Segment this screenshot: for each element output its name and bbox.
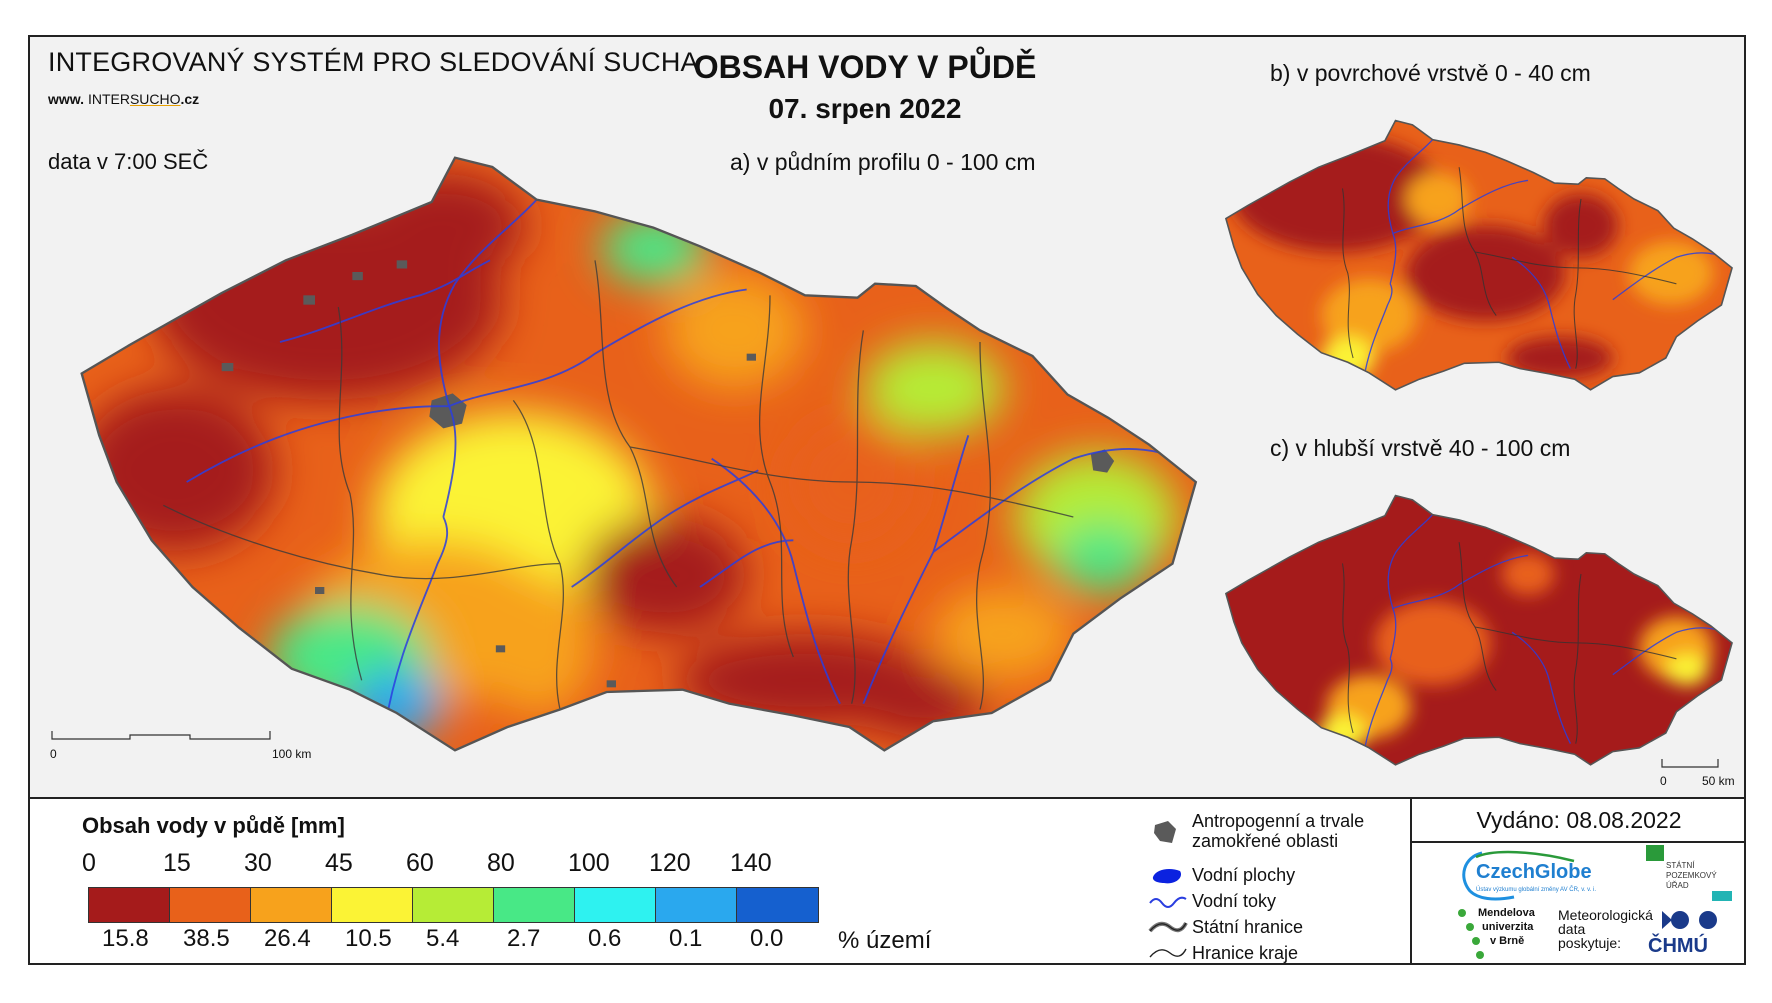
scale-main-start: 0 (50, 747, 57, 761)
map-a-label: a) v půdním profilu 0 - 100 cm (730, 149, 1036, 175)
legend-threshold: 120 (649, 849, 691, 877)
map-b-surface-0-40cm (1225, 119, 1733, 391)
chmu-emblem-icon (1662, 911, 1717, 929)
legend-color-swatch (332, 888, 413, 922)
mendelu-line-1: Mendelova (1478, 907, 1535, 919)
legend-percent-value: 0.0 (750, 925, 784, 952)
legend-color-swatch (737, 888, 818, 922)
scale-main-end: 100 km (272, 747, 312, 761)
mendelu-dots-icon (1458, 909, 1484, 959)
legend-threshold: 140 (730, 849, 772, 877)
legend-color-swatch (413, 888, 494, 922)
spu-line-2: POZEMKOVÝ (1666, 871, 1717, 880)
map-frame: INTEGROVANÝ SYSTÉM PRO SLEDOVÁNÍ SUCHA w… (28, 35, 1746, 965)
czechglobe-swoosh-icon (1462, 850, 1575, 901)
legend-percent-value: 0.6 (588, 925, 622, 952)
scale-bar-small (1661, 759, 1719, 768)
legend-threshold: 30 (244, 849, 272, 877)
legend-color-swatch (89, 888, 170, 922)
legend-color-swatch (656, 888, 737, 922)
legend-percent-value: 15.8 (102, 925, 149, 952)
river-icon (1149, 896, 1187, 908)
legend-anthropogenic-label: Antropogenní a trvale zamokřené oblasti (1192, 811, 1365, 851)
legend-percent-value: 10.5 (345, 925, 392, 952)
issued-panel: Vydáno: 08.08.2022 CzechGlobe Ústav výzk… (1410, 799, 1744, 963)
issued-divider (1412, 841, 1744, 843)
legend-color-swatch (251, 888, 332, 922)
legend-threshold: 45 (325, 849, 353, 877)
main-title: OBSAH VODY V PŮDĚ (693, 49, 1037, 85)
chmu-name: ČHMÚ (1648, 935, 1708, 957)
legend-percent-value: 5.4 (426, 925, 460, 952)
issued-date: Vydáno: 08.08.2022 (1476, 807, 1682, 833)
map-b-label: b) v povrchové vrstvě 0 - 40 cm (1270, 60, 1591, 86)
legend-color-swatch (575, 888, 656, 922)
system-title: INTEGROVANÝ SYSTÉM PRO SLEDOVÁNÍ SUCHA (48, 47, 699, 77)
spu-line-1: STÁTNÍ (1666, 861, 1695, 870)
legend-threshold: 15 (163, 849, 191, 877)
map-c-label: c) v hlubší vrstvě 40 - 100 cm (1270, 435, 1571, 461)
legend-state-border-label: Státní hranice (1192, 917, 1304, 937)
legend-threshold: 0 (82, 849, 96, 877)
legend-water-bodies-label: Vodní plochy (1192, 865, 1296, 885)
meteo-line-2: data (1558, 921, 1586, 937)
legend-percent-value: 38.5 (183, 925, 230, 952)
legend-threshold: 100 (568, 849, 610, 877)
anthropogenic-area-icon (1154, 821, 1176, 843)
map-a-profile-0-100cm (80, 156, 1198, 752)
map-c-deep-40-100cm (1225, 494, 1733, 766)
state-border-icon (1148, 921, 1188, 933)
legend-region-border-label: Hranice kraje (1192, 943, 1299, 963)
legend-title: Obsah vody v půdě [mm] (82, 813, 345, 838)
website-link[interactable]: www. INTERSUCHO.cz (48, 91, 199, 107)
legend-rivers-label: Vodní toky (1192, 891, 1277, 911)
meteo-line-1: Meteorologická (1558, 907, 1653, 923)
legend-color-swatch (494, 888, 575, 922)
mendelu-line-3: v Brně (1490, 935, 1525, 947)
legend-percent-value: 26.4 (264, 925, 311, 952)
czechglobe-subtitle: Ústav výzkumu globální změny AV ČR, v. v… (1476, 887, 1597, 893)
scale-small-end: 50 km (1702, 774, 1735, 788)
legend-percent-label: % území (838, 927, 932, 954)
region-border-icon (1149, 948, 1187, 958)
website-domain: .cz (180, 91, 200, 107)
spu-square-icon (1646, 845, 1664, 861)
legend-threshold: 60 (406, 849, 434, 877)
czechglobe-name: CzechGlobe (1476, 861, 1592, 883)
website-prefix: www. (48, 91, 88, 107)
water-body-icon (1152, 869, 1182, 884)
data-time: data v 7:00 SEČ (48, 149, 209, 174)
main-date: 07. srpen 2022 (768, 93, 962, 124)
legend-colorbar (88, 887, 819, 923)
legend-color-swatch (170, 888, 251, 922)
legend-percent-value: 0.1 (669, 925, 703, 952)
mendelu-line-2: univerzita (1482, 921, 1534, 933)
legend-percent-value: 2.7 (507, 925, 541, 952)
legend-panel: Obsah vody v půdě [mm] 0 15 30 45 60 80 100 120… (30, 797, 1744, 963)
scale-bar-main (51, 731, 271, 740)
website-brand-inter: INTER (87, 91, 130, 107)
scale-small-start: 0 (1660, 774, 1667, 788)
legend-threshold: 80 (487, 849, 515, 877)
meteo-line-3: poskytuje: (1558, 935, 1622, 951)
website-brand-sucho: SUCHO (129, 91, 181, 107)
spu-accent-icon (1712, 891, 1732, 901)
spu-line-3: ÚŘAD (1666, 881, 1689, 890)
